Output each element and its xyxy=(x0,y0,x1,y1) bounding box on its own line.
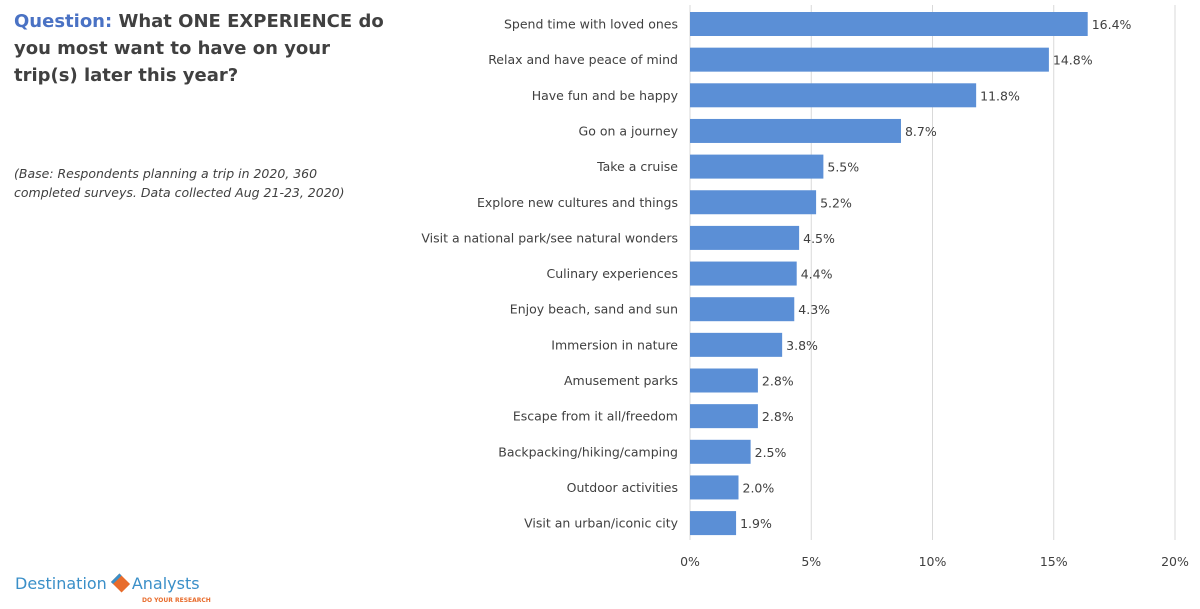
logo-tagline: DO YOUR RESEARCH xyxy=(142,597,211,604)
category-label: Relax and have peace of mind xyxy=(488,52,678,67)
data-label: 14.8% xyxy=(1053,53,1093,68)
bar xyxy=(690,332,783,357)
category-label: Culinary experiences xyxy=(547,266,678,281)
data-label: 2.8% xyxy=(762,409,794,424)
data-label: 16.4% xyxy=(1092,17,1132,32)
x-tick-label: 10% xyxy=(919,554,947,569)
bar xyxy=(690,475,739,500)
bar xyxy=(690,190,817,215)
x-tick-label: 0% xyxy=(680,554,700,569)
question-label: Question: xyxy=(14,11,113,32)
x-tick-label: 20% xyxy=(1161,554,1189,569)
data-label: 2.5% xyxy=(755,445,787,460)
bar xyxy=(690,12,1088,36)
category-label: Spend time with loved ones xyxy=(504,17,678,32)
data-label: 4.3% xyxy=(798,302,830,317)
data-label: 11.8% xyxy=(980,88,1020,103)
data-label: 4.4% xyxy=(801,267,833,282)
category-label: Go on a journey xyxy=(579,123,679,138)
bar xyxy=(690,261,797,286)
category-label: Escape from it all/freedom xyxy=(513,409,678,424)
data-label: 3.8% xyxy=(786,338,818,353)
category-label: Visit a national park/see natural wonder… xyxy=(421,230,678,245)
category-label: Visit an urban/iconic city xyxy=(524,516,678,531)
data-label: 8.7% xyxy=(905,124,937,139)
category-label: Enjoy beach, sand and sun xyxy=(510,302,678,317)
bar xyxy=(690,118,901,143)
bar xyxy=(690,439,751,464)
x-tick-label: 5% xyxy=(801,554,821,569)
data-label: 5.2% xyxy=(820,195,852,210)
bar xyxy=(690,368,758,393)
category-label: Backpacking/hiking/camping xyxy=(498,444,678,459)
category-label: Explore new cultures and things xyxy=(477,195,678,210)
bar xyxy=(690,225,800,250)
bar xyxy=(690,83,977,108)
base-note: (Base: Respondents planning a trip in 20… xyxy=(14,166,345,200)
data-label: 1.9% xyxy=(740,516,772,531)
data-label: 4.5% xyxy=(803,231,835,246)
data-label: 5.5% xyxy=(827,160,859,175)
question-text: What ONE EXPERIENCE do you most want to … xyxy=(14,11,384,86)
category-label: Take a cruise xyxy=(596,159,678,174)
question-heading: Question: What ONE EXPERIENCE do you mos… xyxy=(14,8,384,89)
x-tick-label: 15% xyxy=(1040,554,1068,569)
logo-name-right: Analysts xyxy=(131,574,200,593)
data-label: 2.8% xyxy=(762,374,794,389)
bar xyxy=(690,154,824,179)
category-label: Immersion in nature xyxy=(551,337,678,352)
category-label: Outdoor activities xyxy=(567,480,678,495)
bar xyxy=(690,297,795,322)
logo-name-left: Destination xyxy=(15,574,107,593)
bar xyxy=(690,47,1049,72)
bar xyxy=(690,404,758,429)
data-label: 2.0% xyxy=(743,480,775,495)
bar xyxy=(690,511,737,536)
category-label: Amusement parks xyxy=(564,373,678,388)
category-label: Have fun and be happy xyxy=(532,88,679,103)
